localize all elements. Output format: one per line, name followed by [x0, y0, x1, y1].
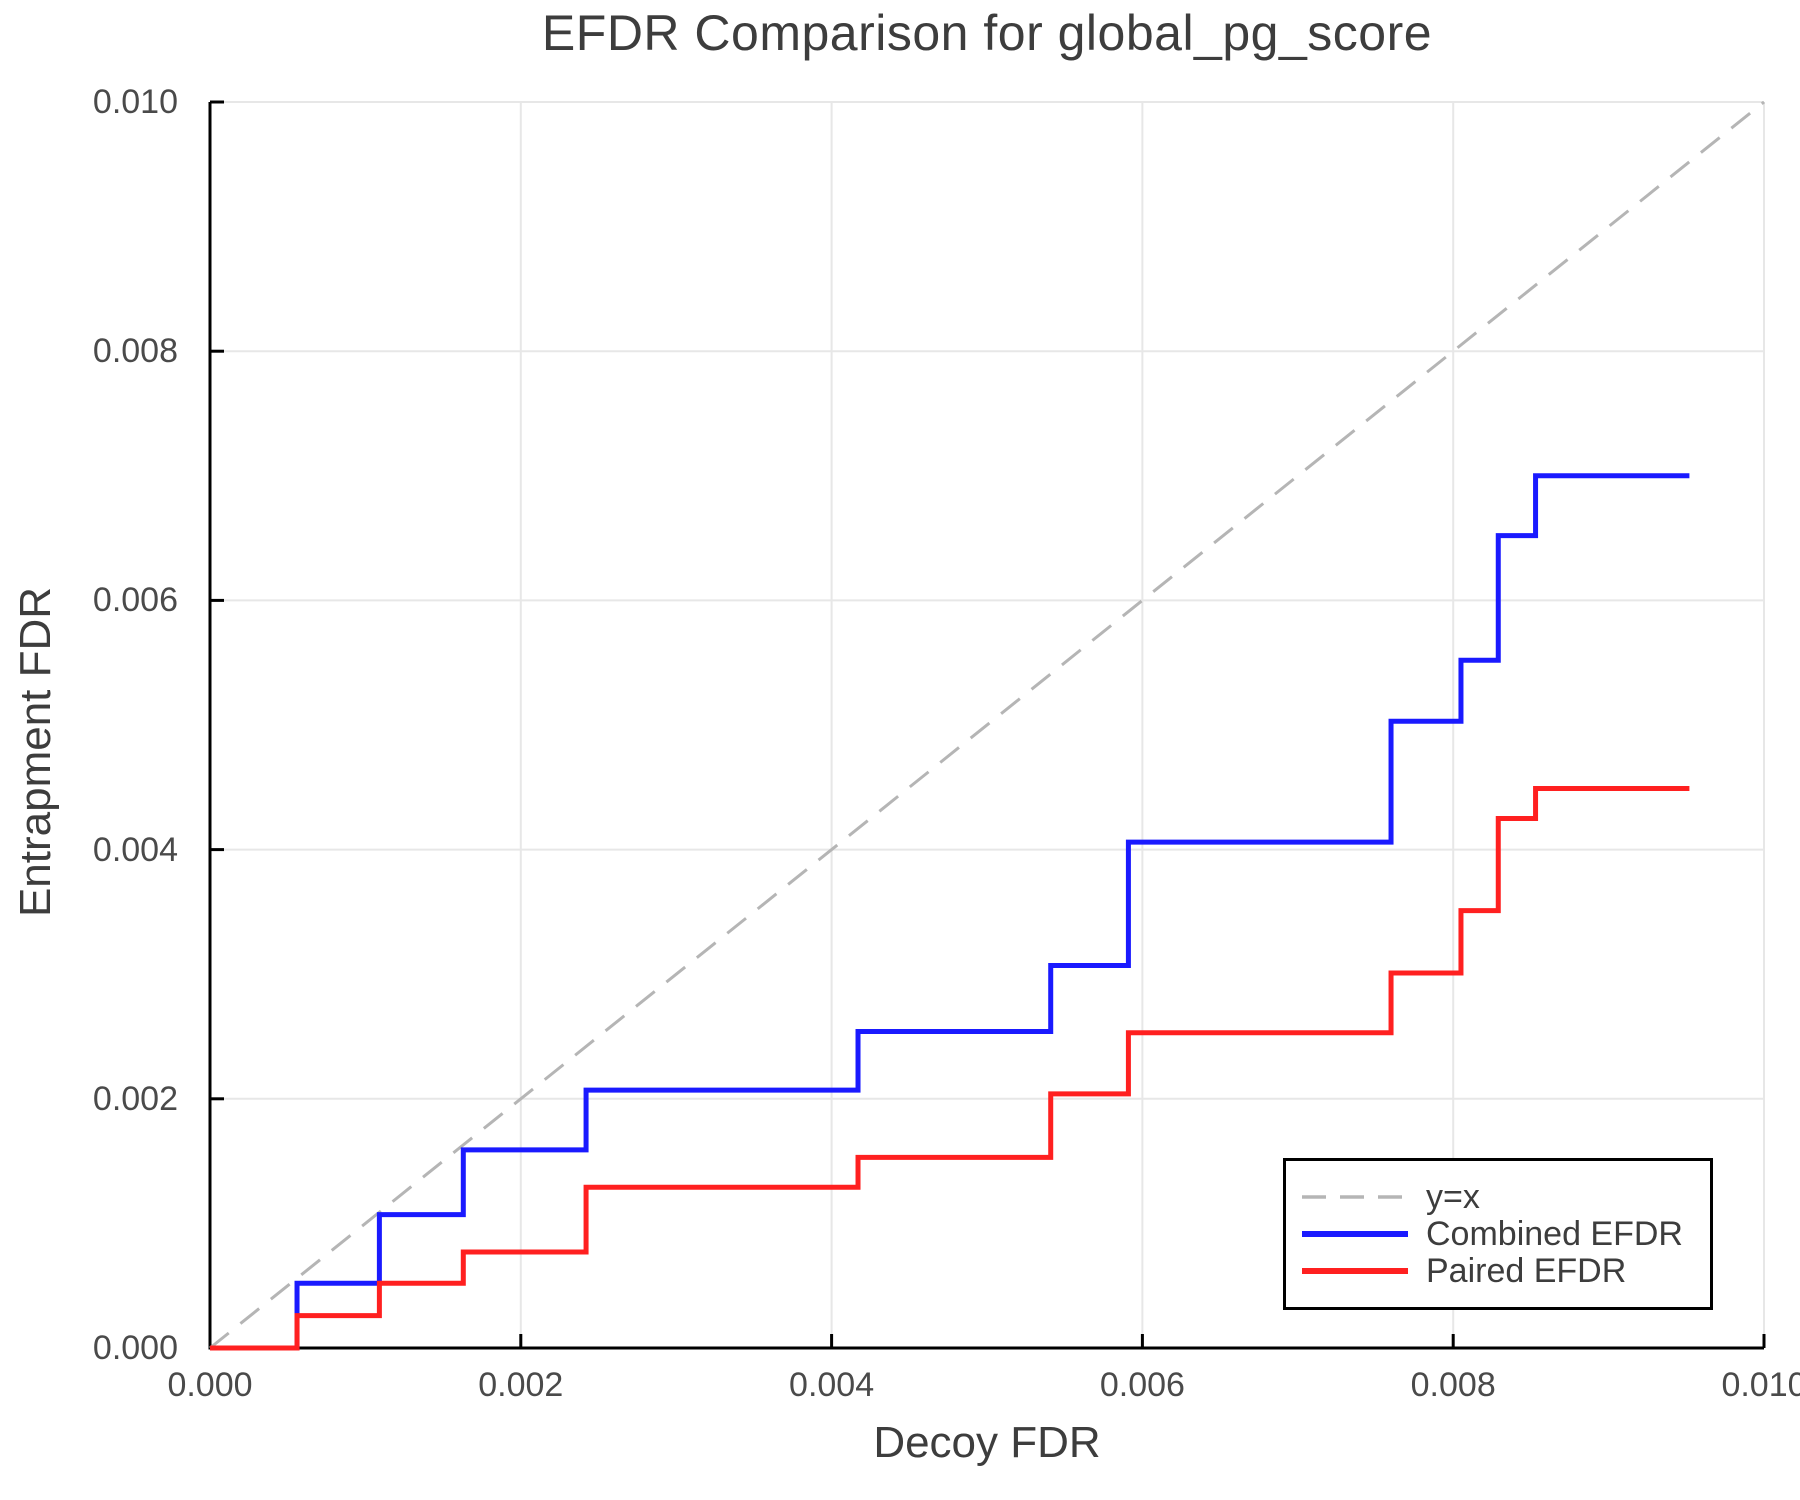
y-tick-label: 0.010 — [92, 83, 178, 121]
legend-line-sample — [1302, 1231, 1408, 1237]
series-y-x — [209, 100, 1765, 1350]
y-tick-label: 0.000 — [92, 1329, 178, 1367]
x-tick-label: 0.010 — [1721, 1366, 1800, 1404]
y-tick-label: 0.004 — [92, 830, 178, 869]
series-paired-efdr — [210, 786, 1690, 1351]
x-tick-label: 0.004 — [789, 1366, 875, 1404]
y-tick-label: 0.008 — [92, 332, 178, 371]
x-tick-label: 0.008 — [1410, 1366, 1496, 1404]
legend-line-sample — [1302, 1195, 1408, 1199]
chart-title: EFDR Comparison for global_pg_score — [541, 5, 1433, 61]
x-tick-label: 0.006 — [1099, 1366, 1185, 1404]
y-tick-label: 0.006 — [92, 581, 178, 620]
series-combined-efdr — [210, 473, 1690, 1351]
legend-item-label: Paired EFDR — [1426, 1252, 1627, 1290]
legend-item: Combined EFDR — [1300, 1216, 1710, 1253]
legend: y=x Combined EFDR Paired EFDR — [1283, 1158, 1713, 1310]
y-tick-label: 0.002 — [92, 1079, 178, 1118]
x-tick-label: 0.002 — [478, 1366, 564, 1404]
legend-item: Paired EFDR — [1300, 1253, 1710, 1290]
legend-item: y=x — [1300, 1179, 1710, 1216]
x-tick-label: 0.000 — [167, 1366, 253, 1404]
legend-line-sample — [1302, 1268, 1408, 1274]
x-axis-title: Decoy FDR — [873, 1418, 1101, 1467]
legend-item-label: Combined EFDR — [1426, 1215, 1683, 1253]
legend-item-label: y=x — [1426, 1178, 1480, 1216]
